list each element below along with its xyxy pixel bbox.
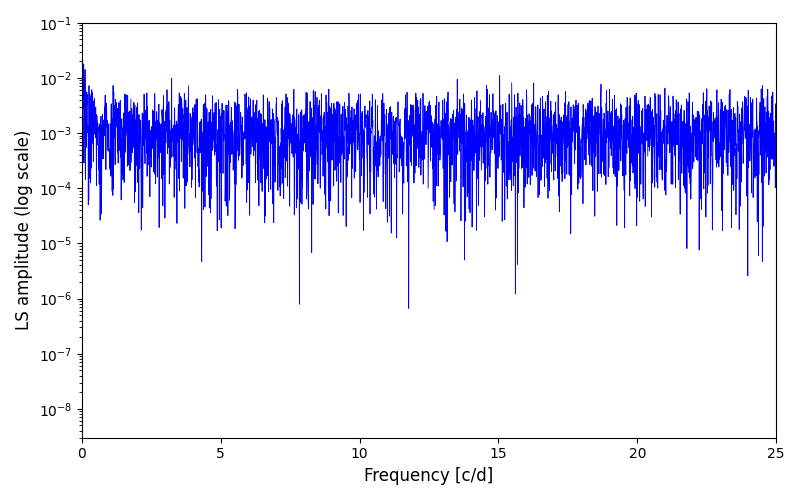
X-axis label: Frequency [c/d]: Frequency [c/d] [364, 467, 494, 485]
Y-axis label: LS amplitude (log scale): LS amplitude (log scale) [15, 130, 33, 330]
